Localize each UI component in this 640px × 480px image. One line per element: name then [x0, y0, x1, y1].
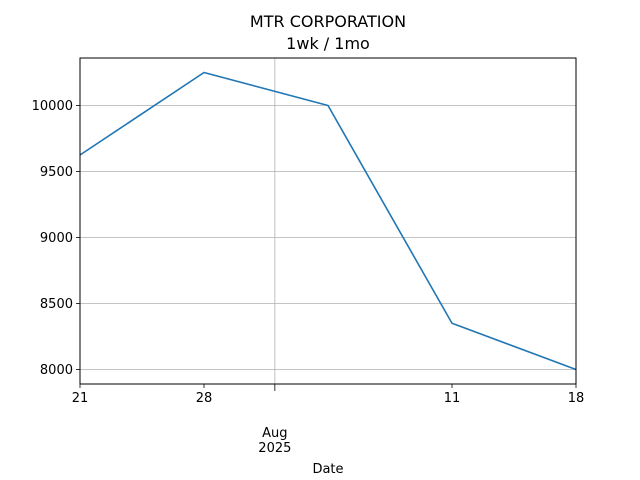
series-layer [79, 71, 577, 371]
x-tick-label: Aug [262, 426, 287, 441]
x-tick-sublabel: 2025 [258, 441, 291, 456]
y-tick-label: 8000 [40, 363, 73, 378]
y-axis: 8000 8500 9000 9500 10000 [32, 99, 80, 378]
x-tick-label: 11 [444, 391, 461, 406]
x-tick-label: 18 [568, 391, 585, 406]
chart-title: MTR CORPORATION [250, 12, 406, 31]
y-tick-label: 10000 [32, 99, 73, 114]
y-tick-label: 9500 [40, 165, 73, 180]
x-tick-label: 28 [196, 391, 213, 406]
x-axis-label: Date [312, 462, 343, 477]
series-line [79, 71, 577, 371]
chart-subtitle: 1wk / 1mo [286, 34, 370, 53]
y-tick-label: 8500 [40, 297, 73, 312]
y-tick-label: 9000 [40, 231, 73, 246]
x-tick-label: 21 [72, 391, 89, 406]
plot-frame [79, 57, 577, 385]
